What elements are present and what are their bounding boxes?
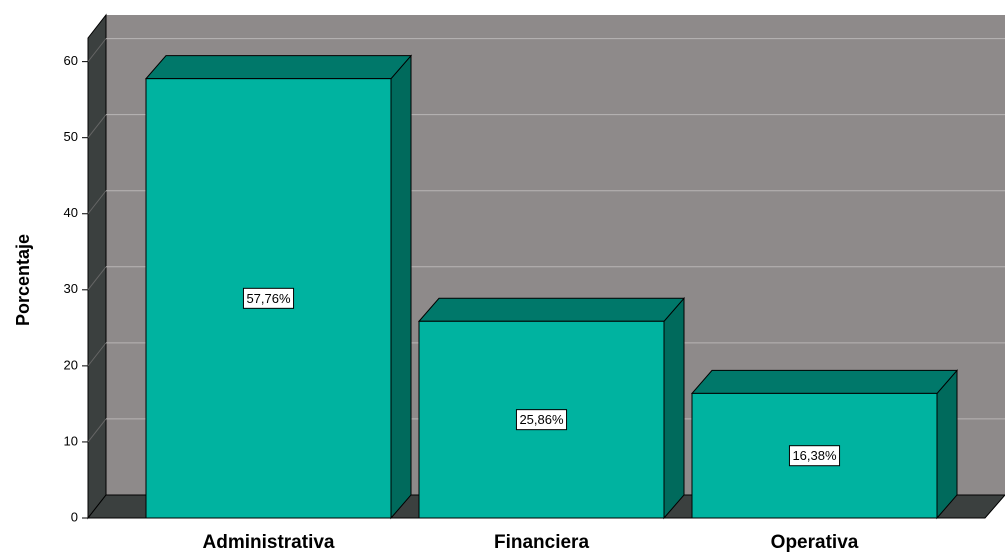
value-label: 16,38% <box>792 448 837 463</box>
value-label: 57,76% <box>246 291 291 306</box>
y-tick-label: 10 <box>64 433 78 448</box>
value-label: 25,86% <box>519 412 564 427</box>
y-tick-label: 0 <box>71 509 78 524</box>
y-tick-label: 40 <box>64 205 78 220</box>
value-label-box <box>242 287 295 309</box>
y-tick-label: 60 <box>64 53 78 68</box>
value-label-box <box>515 409 568 431</box>
bar-top <box>690 369 959 394</box>
x-tick-label: Financiera <box>494 532 589 553</box>
bar-side <box>936 369 958 520</box>
bar-top <box>144 55 413 80</box>
left-wall <box>87 13 107 520</box>
y-tick-label: 20 <box>64 357 78 372</box>
bar-side <box>390 54 412 520</box>
grid-line <box>87 114 107 138</box>
x-tick-label: Operativa <box>771 532 859 553</box>
bar-side <box>663 296 685 520</box>
grid-line <box>87 342 107 367</box>
grid-line <box>87 418 107 443</box>
grid-line <box>87 38 107 62</box>
value-label-box <box>788 445 841 467</box>
y-axis-label: Porcentaje <box>13 234 33 326</box>
bar-top <box>417 297 686 322</box>
grid-line <box>87 190 107 215</box>
y-tick-label: 50 <box>64 129 78 144</box>
x-tick-label: Administrativa <box>203 532 335 553</box>
grid-line <box>87 266 107 291</box>
y-tick-label: 30 <box>64 281 78 296</box>
